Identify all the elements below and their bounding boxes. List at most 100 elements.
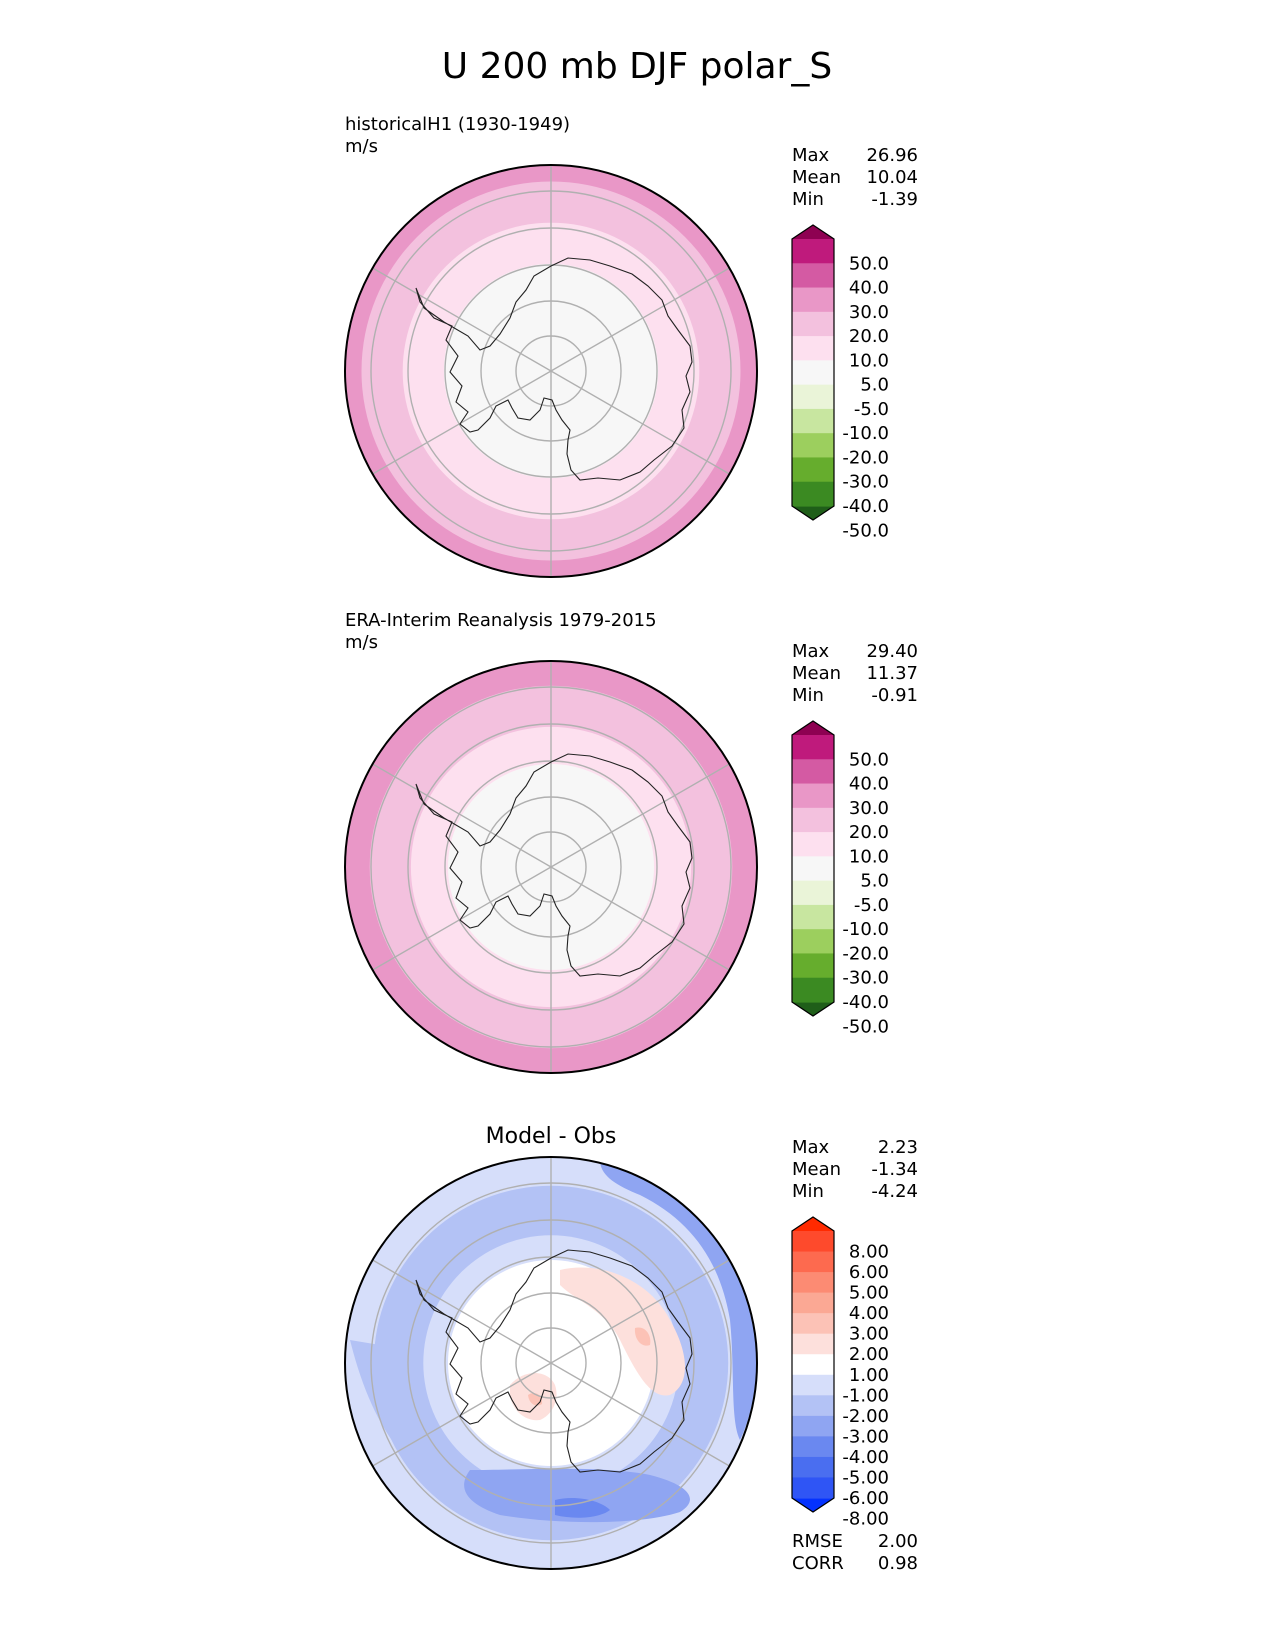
colorbar-segment <box>792 1251 834 1273</box>
stat-min-label: Min <box>792 189 824 210</box>
colorbar-tick-label: -50.0 <box>842 520 889 541</box>
antarctica-coastline <box>415 1249 693 1473</box>
metric-corr-label: CORR <box>792 1553 844 1574</box>
colorbar-segment <box>792 880 834 906</box>
figure-title: U 200 mb DJF polar_S <box>442 46 832 87</box>
stat-max-label: Max <box>792 145 830 166</box>
colorbar-segment <box>792 929 834 955</box>
stat-mean-value: -1.34 <box>871 1159 918 1180</box>
colorbar-segment <box>792 360 834 386</box>
colorbar-segment <box>792 1395 834 1417</box>
colorbar-tick-label: 40.0 <box>849 278 889 299</box>
colorbar-tick-label: -3.00 <box>842 1426 889 1447</box>
colorbar-tick-label: 6.00 <box>849 1262 889 1283</box>
graticule <box>370 165 732 577</box>
colorbar-tick-label: -5.0 <box>854 399 889 420</box>
colorbar-segment <box>792 1374 834 1396</box>
colorbar-segment <box>792 433 834 459</box>
panel-title: Model - Obs <box>486 1124 617 1149</box>
colorbar-tick-label: 5.0 <box>860 871 889 892</box>
colorbar: 50.0 40.0 30.0 20.0 10.0 5.0 -5.0 -10.0 -20.0 -30… <box>791 224 889 541</box>
stat-mean-label: Mean <box>792 663 841 684</box>
band-negative-west <box>350 1340 420 1470</box>
stat-max-label: Max <box>792 1137 830 1158</box>
colorbar-tick-label: -5.0 <box>854 895 889 916</box>
metric-corr-value: 0.98 <box>878 1553 918 1574</box>
stat-min-label: Min <box>792 685 824 706</box>
colorbar-segment <box>792 1313 834 1335</box>
stat-mean-value: 10.04 <box>866 167 918 188</box>
map-boundary <box>344 164 758 578</box>
colorbar-segment <box>792 263 834 289</box>
colorbar-tick-label: 20.0 <box>849 822 889 843</box>
band-negative-south <box>464 1468 690 1523</box>
colorbar-segment <box>792 1415 834 1437</box>
colorbar-tick-label: 40.0 <box>849 774 889 795</box>
stats-box: Max 2.23 Mean -1.34 Min -4.24 <box>792 1137 918 1202</box>
colorbar-tip-max <box>792 1217 834 1231</box>
colorbar-segment <box>792 1477 834 1499</box>
stats-box: Max 29.40 Mean 11.37 Min -0.91 <box>792 641 918 706</box>
colorbar-outline <box>791 1216 835 1513</box>
colorbar-tip-max <box>792 225 834 239</box>
colorbar-segment <box>792 759 834 785</box>
colorbar-tick-label: 10.0 <box>849 350 889 371</box>
colorbar-segment <box>792 735 834 760</box>
colorbar-segment <box>792 1436 834 1458</box>
colorbar-outline <box>791 720 835 1017</box>
stat-mean-label: Mean <box>792 1159 841 1180</box>
stat-max-value: 26.96 <box>866 145 918 166</box>
metric-rmse-label: RMSE <box>792 1531 843 1552</box>
colorbar-tick-label: -20.0 <box>842 448 889 469</box>
panel-units: m/s <box>345 136 378 157</box>
colorbar-segment <box>792 1354 834 1376</box>
colorbar-segment <box>792 408 834 434</box>
stat-min-value: -4.24 <box>871 1181 918 1202</box>
stat-min-value: -0.91 <box>871 685 918 706</box>
colorbar-tip-min <box>792 1002 834 1016</box>
colorbar-tick-label: 5.0 <box>860 375 889 396</box>
map-boundary <box>344 1156 758 1570</box>
panel-title: historicalH1 (1930-1949) <box>345 114 570 135</box>
colorbar-segment <box>792 807 834 833</box>
colorbar-segment <box>792 1272 834 1294</box>
graticule <box>370 661 732 1073</box>
metrics-box: RMSE 2.00 CORR 0.98 <box>792 1531 918 1574</box>
colorbar-segment <box>792 953 834 979</box>
stat-max-value: 29.40 <box>866 641 918 662</box>
metric-rmse-value: 2.00 <box>878 1531 918 1552</box>
colorbar-tick-label: -30.0 <box>842 968 889 989</box>
colorbar-segment <box>792 977 834 1003</box>
panel-title: ERA-Interim Reanalysis 1979-2015 <box>345 610 657 631</box>
colorbar-tick-label: -50.0 <box>842 1016 889 1037</box>
colorbar-tick-label: 3.00 <box>849 1324 889 1345</box>
antarctica-coastline <box>415 257 693 481</box>
colorbar-tick-label: -10.0 <box>842 919 889 940</box>
colorbar-segment <box>792 1456 834 1479</box>
panel-observation: ERA-Interim Reanalysis 1979-2015 m/s Max… <box>344 610 918 1074</box>
colorbar-tick-label: -6.00 <box>842 1488 889 1509</box>
colorbar-tick-label: -4.00 <box>842 1447 889 1468</box>
colorbar-tick-label: -8.00 <box>842 1509 889 1530</box>
colorbar-segment <box>792 287 834 313</box>
stat-min-value: -1.39 <box>871 189 918 210</box>
colorbar-segment <box>792 1292 834 1314</box>
stat-mean-value: 11.37 <box>866 663 918 684</box>
colorbar-tick-label: 1.00 <box>849 1365 889 1386</box>
panel-model: historicalH1 (1930-1949) m/s Max 26.96 M… <box>344 114 918 578</box>
colorbar-tick-label: 50.0 <box>849 253 889 274</box>
colorbar-tick-label: 20.0 <box>849 326 889 347</box>
colorbar-outline <box>791 224 835 521</box>
colorbar-segment <box>792 904 834 930</box>
colorbar-tick-label: 50.0 <box>849 749 889 770</box>
colorbar-segment <box>792 856 834 882</box>
colorbar-tick-label: -30.0 <box>842 472 889 493</box>
colorbar: 8.006.005.004.003.002.001.00-1.00-2.00-3… <box>791 1216 889 1530</box>
colorbar-segment <box>792 832 834 857</box>
colorbar-tick-label: 5.00 <box>849 1283 889 1304</box>
colorbar-tick-label: -1.00 <box>842 1385 889 1406</box>
panel-difference: Model - Obs Max 2.23 <box>344 1124 918 1574</box>
colorbar-segment <box>792 384 834 410</box>
colorbar-tick-label: -2.00 <box>842 1406 889 1427</box>
